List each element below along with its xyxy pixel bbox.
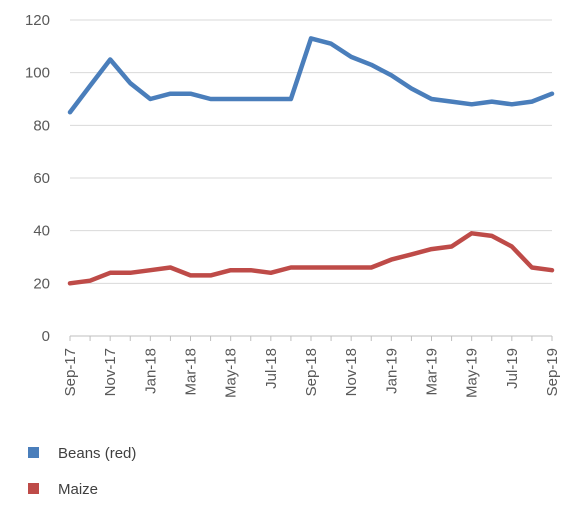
legend: Beans (red) Maize xyxy=(28,445,136,498)
series-lines xyxy=(67,36,555,286)
x-tick-label: Jan-19 xyxy=(383,348,400,394)
x-tick-label: Nov-17 xyxy=(102,348,119,396)
y-tick-label: 20 xyxy=(33,275,50,292)
x-tick-label: Nov-18 xyxy=(343,348,360,396)
x-tick-label: Jul-19 xyxy=(504,348,521,389)
legend-swatch xyxy=(28,447,39,458)
x-tick-label: Jul-18 xyxy=(263,348,280,389)
x-tick-label: Sep-17 xyxy=(62,348,79,396)
y-tick-label: 120 xyxy=(25,12,50,29)
x-axis-tick-labels: Sep-17 Nov-17 Jan-18 Mar-18 May-18 Jul-18 Sep-… xyxy=(62,348,561,398)
gridlines xyxy=(70,19,552,284)
legend-label: Beans (red) xyxy=(58,445,136,462)
x-tick-label: Mar-19 xyxy=(424,348,441,396)
x-tick-label: May-18 xyxy=(223,348,240,398)
x-tick-label: Sep-18 xyxy=(303,348,320,396)
y-axis-tick-labels: 0 20 40 60 80 100 120 xyxy=(25,12,50,345)
x-tick-label: Sep-19 xyxy=(544,348,561,396)
series-line-beans-red xyxy=(67,36,555,115)
x-tick-label: Mar-18 xyxy=(183,348,200,396)
y-tick-label: 0 xyxy=(42,328,50,345)
x-tick-label: May-19 xyxy=(464,348,481,398)
y-tick-label: 80 xyxy=(33,117,50,134)
legend-label: Maize xyxy=(58,481,98,498)
x-axis xyxy=(69,335,553,341)
y-tick-label: 100 xyxy=(25,65,50,82)
y-tick-label: 40 xyxy=(33,223,50,240)
x-tick-label: Jan-18 xyxy=(142,348,159,394)
y-tick-label: 60 xyxy=(33,170,50,187)
legend-swatch xyxy=(28,483,39,494)
series-line-maize xyxy=(67,231,555,286)
